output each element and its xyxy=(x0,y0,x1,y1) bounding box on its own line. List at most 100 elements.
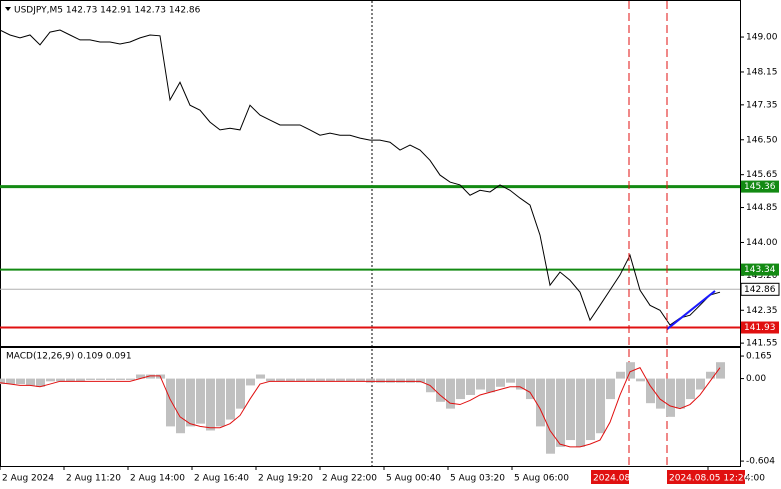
histogram-bar xyxy=(506,378,515,383)
histogram-bar xyxy=(606,378,615,400)
chart-title: USDJPY,M5 142.73 142.91 142.73 142.86 xyxy=(14,6,201,16)
histogram-bar xyxy=(246,378,255,386)
marker-label: 2024.08 xyxy=(593,474,630,484)
symbol-arrow xyxy=(5,7,11,11)
histogram-bar xyxy=(656,378,665,409)
x-tick-label: 5 Aug 00:40 xyxy=(386,474,441,484)
y-tick-label: -0.604 xyxy=(746,457,775,467)
histogram-bar xyxy=(146,374,155,379)
y-tick-label: 146.50 xyxy=(746,135,778,145)
histogram-bar xyxy=(256,374,265,379)
histogram-bar xyxy=(236,378,245,409)
histogram-bar xyxy=(196,378,205,424)
x-tick-label: 2 Aug 2024 xyxy=(2,474,54,484)
histogram-bar xyxy=(586,378,595,441)
histogram-bar xyxy=(26,378,35,386)
histogram-bar xyxy=(456,378,465,400)
histogram-bar xyxy=(86,378,95,380)
histogram-bar xyxy=(206,378,215,431)
last-price-box xyxy=(740,282,780,296)
histogram-bar xyxy=(66,378,75,382)
histogram-bar xyxy=(386,378,395,383)
histogram-bar xyxy=(116,378,125,380)
x-tick-label: 2 Aug 11:20 xyxy=(66,474,121,484)
y-tick-label: 143.20 xyxy=(746,271,778,281)
histogram-bar xyxy=(366,378,375,383)
level-label: 141.93 xyxy=(744,323,776,333)
histogram-bar xyxy=(286,378,295,382)
histogram-bar xyxy=(316,378,325,382)
marker-label-box xyxy=(591,470,629,484)
histogram-bar xyxy=(526,378,535,400)
x-tick-label: 2 Aug 14:00 xyxy=(130,474,185,484)
histogram-bar xyxy=(346,378,355,382)
histogram-bar xyxy=(666,378,675,417)
histogram-bar xyxy=(136,374,145,379)
histogram-bar xyxy=(126,378,135,380)
histogram-bar xyxy=(76,378,85,382)
histogram-bar xyxy=(46,378,55,382)
histogram-bar xyxy=(706,371,715,379)
macd-frame xyxy=(0,347,741,467)
y-tick-label: 144.85 xyxy=(746,203,778,213)
y-tick-label: 0.165 xyxy=(746,352,772,362)
level-label-box xyxy=(741,321,779,334)
marker-label: 2024.08.05 12:20 xyxy=(669,474,750,484)
macd-title: MACD(12,26,9) 0.109 0.091 xyxy=(6,352,132,362)
histogram-bar xyxy=(676,378,685,409)
histogram-bar xyxy=(616,371,625,379)
histogram-bar xyxy=(6,378,15,385)
y-tick-label: 147.35 xyxy=(746,100,778,110)
y-tick-label: 149.00 xyxy=(746,33,778,43)
histogram-bar xyxy=(36,378,45,387)
histogram-bar xyxy=(336,378,345,382)
trendline xyxy=(666,290,716,330)
price-line xyxy=(0,29,721,326)
histogram-bar xyxy=(106,378,115,380)
last-price-label: 142.86 xyxy=(744,285,776,295)
histogram-bar xyxy=(556,378,565,447)
level-label: 143.34 xyxy=(744,265,776,275)
histogram-bar xyxy=(626,362,635,379)
histogram-bar xyxy=(466,378,475,395)
histogram-bar xyxy=(186,378,195,427)
histogram-bar xyxy=(396,378,405,383)
histogram-bar xyxy=(416,378,425,383)
histogram-bar xyxy=(686,378,695,400)
histogram-bar xyxy=(546,378,555,454)
histogram-bar xyxy=(266,378,275,382)
histogram-bar xyxy=(646,378,655,404)
histogram-bar xyxy=(276,378,285,382)
histogram-bar xyxy=(636,378,645,382)
histogram-bar xyxy=(96,378,105,380)
x-tick-label: 2 Aug 22:00 xyxy=(322,474,377,484)
histogram-bar xyxy=(56,378,65,382)
level-label: 145.36 xyxy=(744,182,776,192)
y-tick-label: 0.00 xyxy=(746,374,766,384)
signal-line xyxy=(0,367,721,448)
histogram-bar xyxy=(576,378,585,447)
level-label-box xyxy=(741,263,779,276)
histogram-bar xyxy=(356,378,365,382)
histogram-bar xyxy=(166,378,175,427)
histogram-bar xyxy=(296,378,305,382)
histogram-bar xyxy=(226,378,235,420)
x-tick-label: 5 Aug 03:20 xyxy=(450,474,505,484)
histogram-bar xyxy=(596,378,605,434)
histogram-bar xyxy=(566,378,575,441)
y-tick-label: 148.15 xyxy=(746,67,778,77)
histogram-bar xyxy=(716,362,725,379)
histogram-bar xyxy=(476,378,485,390)
histogram-bar xyxy=(446,378,455,409)
y-tick-label: 141.55 xyxy=(746,339,778,349)
x-tick-label: 2 Aug 19:20 xyxy=(258,474,313,484)
histogram-bar xyxy=(176,378,185,434)
histogram-bar xyxy=(536,378,545,427)
histogram-bar xyxy=(16,378,25,385)
histogram-bar xyxy=(436,378,445,402)
histogram-bar xyxy=(326,378,335,382)
price-frame xyxy=(0,0,741,347)
x-tick-label: 2 Aug 16:40 xyxy=(194,474,249,484)
